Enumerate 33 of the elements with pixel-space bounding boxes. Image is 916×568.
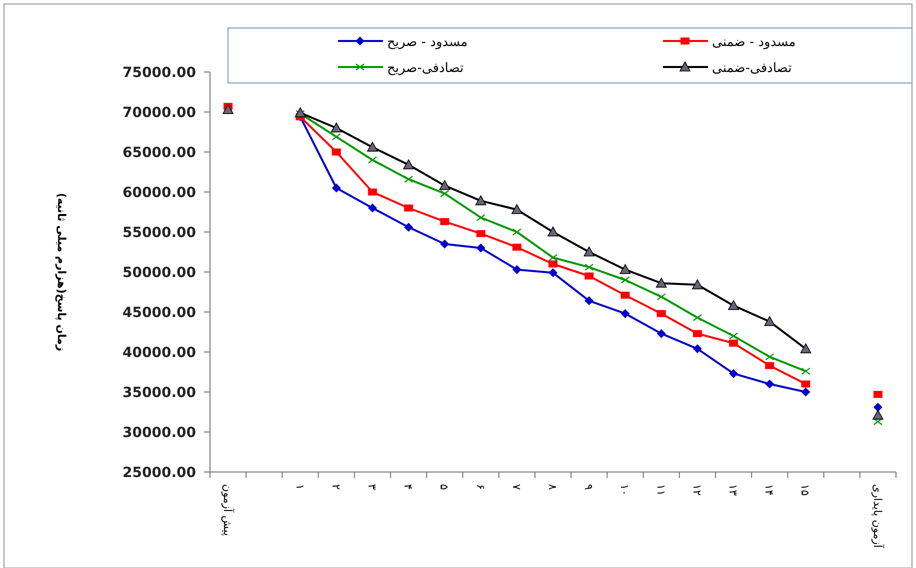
y-tick-label: 30000.00	[122, 425, 196, 441]
x-tick-label: پیش آزمون	[221, 484, 236, 536]
y-axis-title: زمان پاسخ(هزارم میلی ثانیه)	[55, 192, 68, 352]
x-tick-label: ۶	[474, 484, 487, 490]
y-tick-label: 25000.00	[122, 465, 196, 481]
legend-label: تصادفی-صریح	[387, 61, 464, 76]
y-tick-label: 65000.00	[122, 145, 196, 161]
x-tick-label: ۷	[510, 484, 523, 490]
x-tick-label: ۱۰	[618, 484, 632, 496]
x-tick-label: ۴	[402, 484, 415, 490]
x-tick-label: ۵	[438, 484, 451, 490]
x-tick-label: ۱۴	[762, 484, 776, 496]
x-tick-label: ۱۱	[654, 484, 668, 496]
x-tick-label: ۱	[293, 484, 306, 490]
y-tick-label: 40000.00	[122, 345, 196, 361]
y-tick-label: 35000.00	[122, 385, 196, 401]
x-tick-label: ۲	[329, 484, 342, 490]
legend-label: مسدود - صریح	[387, 35, 468, 50]
x-tick-label: ۱۵	[798, 484, 812, 496]
y-tick-label: 75000.00	[122, 65, 196, 81]
x-tick-label: ۱۲	[690, 484, 704, 496]
legend-label: مسدود - ضمنی	[712, 35, 796, 50]
y-tick-label: 55000.00	[122, 225, 196, 241]
y-tick-label: 70000.00	[122, 105, 196, 121]
x-tick-label: ۹	[582, 484, 596, 490]
y-tick-label: 50000.00	[122, 265, 196, 281]
legend-label: تصادفی-ضمنی	[712, 61, 792, 76]
y-tick-label: 45000.00	[122, 305, 196, 321]
y-tick-label: 60000.00	[122, 185, 196, 201]
x-tick-label: ۸	[546, 484, 559, 490]
x-tick-label: ۳	[365, 484, 378, 490]
x-tick-label: ۱۳	[726, 484, 740, 496]
x-tick-label: آزمون پایداری	[870, 484, 885, 549]
